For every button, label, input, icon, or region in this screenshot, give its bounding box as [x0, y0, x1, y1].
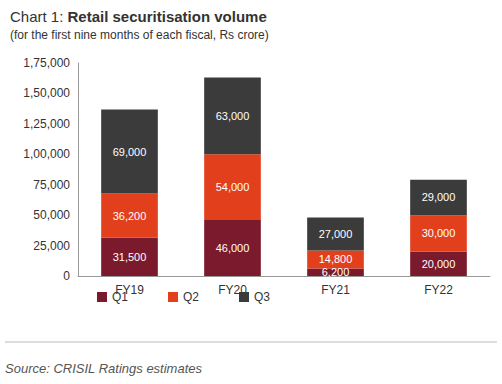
svg-text:FY22: FY22 [424, 283, 453, 297]
svg-text:54,000: 54,000 [216, 181, 250, 193]
svg-text:Source: CRISIL Ratings estimat: Source: CRISIL Ratings estimates [5, 361, 203, 376]
svg-text:31,500: 31,500 [113, 251, 147, 263]
svg-text:63,000: 63,000 [216, 110, 250, 122]
svg-text:27,000: 27,000 [319, 228, 353, 240]
svg-text:50,000: 50,000 [33, 208, 70, 222]
svg-text:0: 0 [63, 269, 70, 283]
svg-text:46,000: 46,000 [216, 242, 250, 254]
svg-text:25,000: 25,000 [33, 239, 70, 253]
svg-text:Chart 1:: Chart 1: [10, 8, 63, 25]
svg-text:29,000: 29,000 [422, 191, 456, 203]
svg-text:1,75,000: 1,75,000 [23, 56, 70, 70]
svg-text:30,000: 30,000 [422, 227, 456, 239]
svg-text:69,000: 69,000 [113, 146, 147, 158]
svg-text:1,00,000: 1,00,000 [23, 147, 70, 161]
svg-text:FY20: FY20 [218, 283, 247, 297]
svg-text:6,200: 6,200 [322, 266, 350, 278]
svg-text:36,200: 36,200 [113, 210, 147, 222]
svg-text:14,800: 14,800 [319, 253, 353, 265]
svg-text:20,000: 20,000 [422, 258, 456, 270]
svg-text:Retail securitisation volume: Retail securitisation volume [63, 8, 266, 25]
svg-text:FY21: FY21 [321, 283, 350, 297]
svg-text:FY19: FY19 [115, 283, 144, 297]
svg-text:1,25,000: 1,25,000 [23, 117, 70, 131]
svg-text:Q2: Q2 [183, 290, 199, 304]
svg-text:Q1: Q1 [112, 290, 128, 304]
svg-text:75,000: 75,000 [33, 178, 70, 192]
svg-text:1,50,000: 1,50,000 [23, 86, 70, 100]
svg-text:(for the first nine months of: (for the first nine months of each fisca… [10, 28, 269, 42]
svg-text:Q3: Q3 [254, 290, 270, 304]
